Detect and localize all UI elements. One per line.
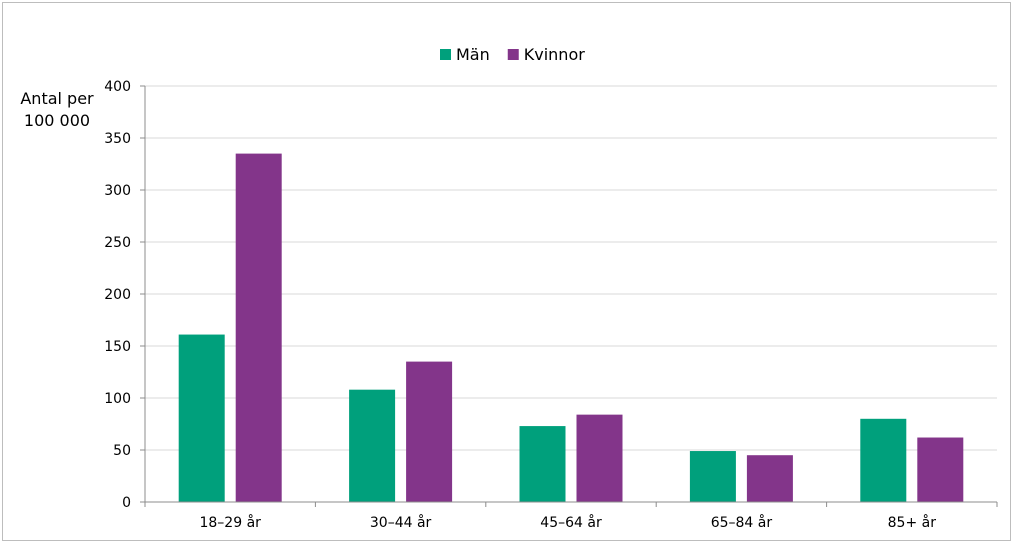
x-tick-label: 65–84 år [711, 514, 773, 531]
bars [178, 153, 964, 502]
y-tick-label: 300 [104, 183, 131, 199]
bar-kvinnor [406, 361, 453, 502]
axes [144, 86, 997, 503]
bar-man [519, 426, 566, 502]
x-tick-label: 45–64 år [540, 514, 602, 531]
bar-man [178, 334, 225, 502]
y-tick-label: 350 [104, 131, 131, 147]
y-axis-label: Antal per 100 000 [20, 89, 94, 130]
y-tick-label: 200 [104, 287, 131, 303]
y-tick-label: 150 [104, 339, 131, 355]
bar-kvinnor [746, 455, 793, 502]
legend-label: Kvinnor [524, 45, 585, 64]
legend: Män Kvinnor [440, 45, 585, 64]
x-tick-label: 18–29 år [199, 514, 261, 531]
bar-man [860, 418, 907, 502]
legend-swatch [507, 49, 519, 60]
bar-kvinnor [576, 414, 623, 502]
bar-chart: Män Kvinnor Antal per 100 000 0 50 100 150 200… [20, 45, 998, 531]
bar-man [689, 451, 736, 502]
y-tick-label: 0 [122, 495, 131, 511]
y-axis-label-line: Antal per [20, 89, 94, 108]
y-tick-label: 400 [104, 79, 131, 95]
y-axis-label-line: 100 000 [24, 111, 90, 130]
gridlines [145, 85, 997, 451]
x-tick-label: 85+ år [888, 514, 937, 531]
bar-man [349, 389, 396, 502]
x-tick-label: 30–44 år [370, 514, 432, 531]
y-tick-label: 250 [104, 235, 131, 251]
y-tick-label: 50 [113, 443, 131, 459]
bar-kvinnor [917, 437, 964, 502]
x-axis-ticks: 18–29 år 30–44 år 45–64 år 65–84 år 85+ år [144, 502, 998, 531]
y-tick-label: 100 [104, 391, 131, 407]
legend-swatch [440, 49, 451, 60]
bar-kvinnor [235, 153, 282, 502]
y-axis-ticks: 0 50 100 150 200 250 300 350 400 [104, 79, 145, 511]
legend-label: Män [456, 45, 490, 64]
